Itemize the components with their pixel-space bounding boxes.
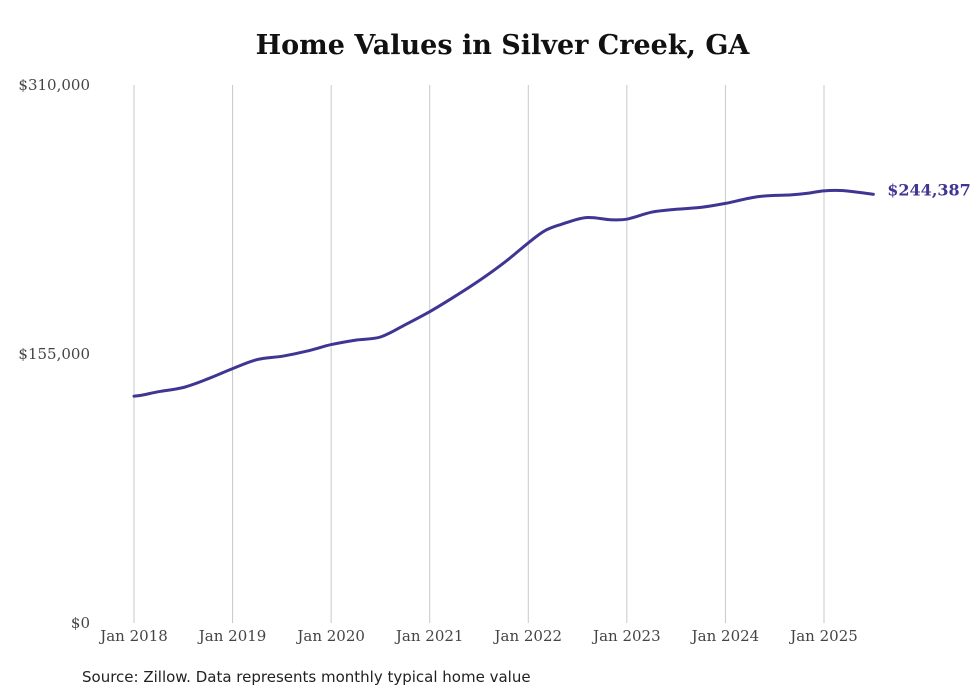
y-tick-label: $0 <box>71 614 90 632</box>
series-group <box>132 188 875 398</box>
series-line <box>132 188 875 398</box>
x-tick-label: Jan 2025 <box>788 627 858 645</box>
y-axis-ticks: $0 $155,000 $310,000 <box>18 76 90 632</box>
y-tick-label: $310,000 <box>18 76 90 94</box>
x-tick-label: Jan 2021 <box>394 627 464 645</box>
end-value-label-group: $244,387 <box>887 180 971 199</box>
grid-lines <box>133 85 825 623</box>
source-note: Source: Zillow. Data represents monthly … <box>82 668 531 686</box>
x-tick-label: Jan 2019 <box>197 627 267 645</box>
x-tick-label: Jan 2022 <box>493 627 563 645</box>
end-value-label: $244,387 <box>887 180 971 199</box>
y-tick-label: $155,000 <box>18 345 90 363</box>
x-tick-label: Jan 2024 <box>690 627 760 645</box>
x-axis-ticks: Jan 2018 Jan 2019 Jan 2020 Jan 2021 Jan 2022… <box>98 627 858 645</box>
x-tick-label: Jan 2023 <box>591 627 661 645</box>
x-tick-label: Jan 2018 <box>98 627 168 645</box>
chart-title: Home Values in Silver Creek, GA <box>255 30 750 61</box>
x-tick-label: Jan 2020 <box>295 627 365 645</box>
